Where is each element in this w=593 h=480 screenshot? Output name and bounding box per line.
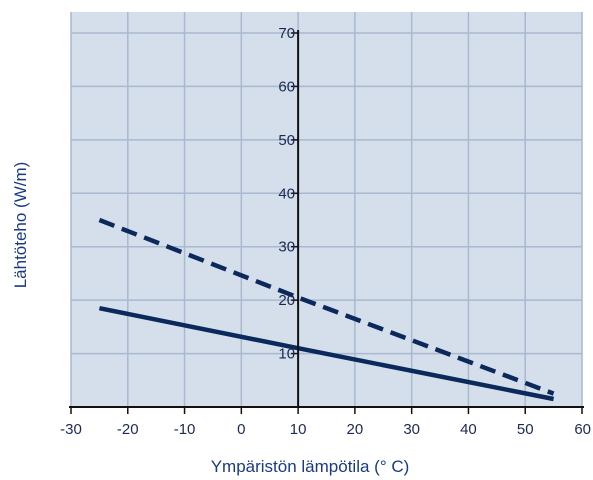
grid-lines: [70, 12, 583, 407]
y-tick-label: 20: [278, 292, 295, 309]
x-tick-label: 0: [237, 421, 245, 438]
x-tick-label: 30: [403, 421, 420, 438]
x-tick-label: 60: [574, 421, 591, 438]
y-axis-title: Lähtöteho (W/m): [11, 162, 30, 289]
y-tick-label: 50: [278, 132, 295, 149]
y-tick-label: 60: [278, 78, 295, 95]
y-tick-label: 30: [278, 239, 295, 256]
x-tick-label: -30: [60, 421, 82, 438]
y-tick-label: 10: [278, 346, 295, 363]
x-tick-label: 50: [517, 421, 534, 438]
axes: [69, 30, 584, 414]
x-tick-label: 40: [460, 421, 477, 438]
x-tick-label: 20: [347, 421, 364, 438]
tick-labels: -30 -20 -10 0 10 20 30 40 50 60 10 20 30 40 50 60 70: [60, 25, 591, 438]
x-tick-label: -10: [174, 421, 196, 438]
series-line-dashed: [98, 217, 555, 396]
x-tick-label: 10: [290, 421, 307, 438]
x-tick-label: -20: [117, 421, 139, 438]
y-tick-label: 70: [278, 25, 295, 42]
x-axis-title: Ympäristön lämpötila (° C): [211, 457, 410, 476]
plot-background: [71, 12, 582, 407]
y-tick-label: 40: [278, 185, 295, 202]
